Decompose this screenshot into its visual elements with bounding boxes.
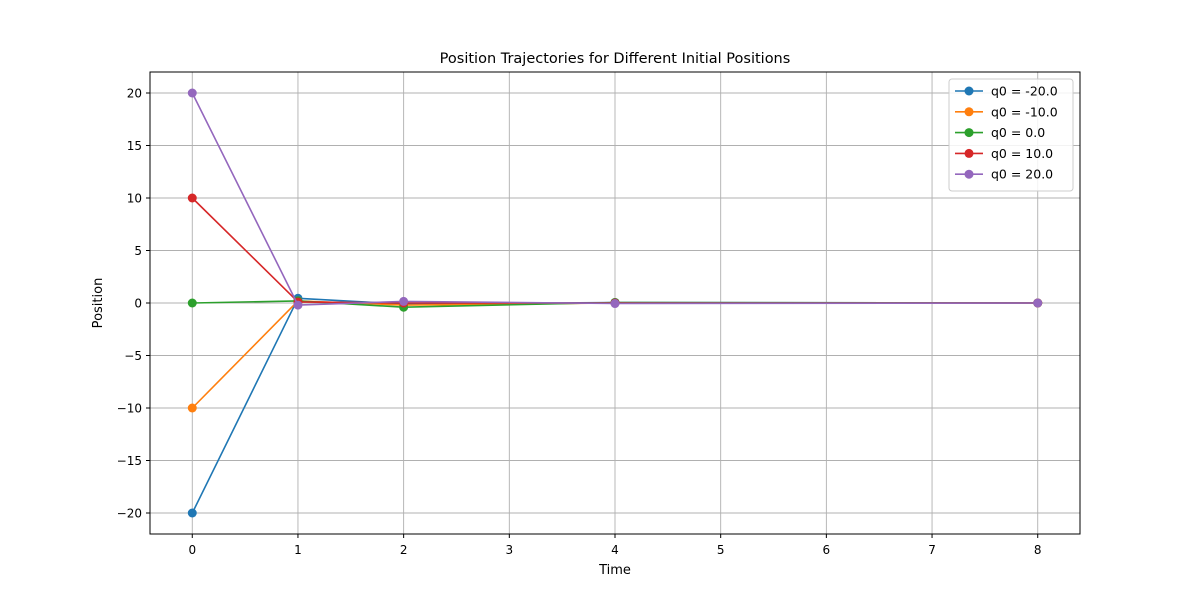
data-point	[399, 296, 409, 306]
axis-ticks: 0 1 2 3 4 5 6 7 8 −20 −15 −10 −5 0 5 10 15 20	[117, 87, 1042, 558]
x-tick-label: 3	[505, 543, 513, 557]
data-point	[610, 299, 620, 309]
legend-label: q0 = 0.0	[991, 125, 1045, 140]
x-axis-label: Time	[598, 563, 631, 578]
legend-label: q0 = -20.0	[991, 84, 1058, 99]
y-tick-label: 0	[134, 297, 142, 311]
y-tick-label: 10	[127, 192, 142, 206]
legend-swatch-marker	[964, 148, 974, 158]
data-point	[187, 403, 197, 413]
legend-label: q0 = -10.0	[991, 104, 1058, 119]
legend-box	[948, 78, 1074, 192]
x-tick-label: 6	[823, 543, 831, 557]
data-point	[293, 300, 303, 310]
chart-title: Position Trajectories for Different Init…	[440, 51, 791, 67]
y-tick-label: −15	[117, 454, 142, 468]
data-point	[187, 508, 197, 518]
y-tick-label: −20	[117, 507, 142, 521]
y-axis-label: Position	[91, 278, 106, 329]
legend-item: q0 = 10.0	[955, 146, 1053, 161]
data-point	[187, 193, 197, 203]
legend-swatch-marker	[964, 169, 974, 179]
series-layer	[187, 88, 1043, 518]
x-tick-label: 4	[611, 543, 619, 557]
y-tick-label: 20	[127, 87, 142, 101]
legend-label: q0 = 20.0	[991, 167, 1053, 182]
x-tick-label: 8	[1034, 543, 1042, 557]
legend-item: q0 = 20.0	[955, 167, 1053, 182]
legend: q0 = -20.0 q0 = -10.0 q0 = 0.0 q0 = 10.0 q0 …	[948, 78, 1074, 192]
legend-swatch-marker	[964, 128, 974, 138]
y-tick-label: 15	[127, 139, 142, 153]
y-tick-label: 5	[134, 244, 142, 258]
y-tick-label: −10	[117, 402, 142, 416]
legend-item: q0 = 0.0	[955, 125, 1045, 140]
legend-item: q0 = -20.0	[955, 84, 1058, 99]
y-tick-label: −5	[124, 349, 142, 363]
x-tick-label: 2	[400, 543, 408, 557]
legend-swatch-marker	[964, 86, 974, 96]
data-point	[1033, 298, 1043, 308]
legend-label: q0 = 10.0	[991, 146, 1053, 161]
x-tick-label: 5	[717, 543, 725, 557]
x-tick-label: 1	[294, 543, 302, 557]
data-point	[187, 88, 197, 98]
series-4	[187, 88, 1043, 310]
x-tick-label: 7	[928, 543, 936, 557]
x-tick-label: 0	[188, 543, 196, 557]
legend-swatch-marker	[964, 107, 974, 117]
data-point	[187, 298, 197, 308]
legend-item: q0 = -10.0	[955, 104, 1058, 119]
